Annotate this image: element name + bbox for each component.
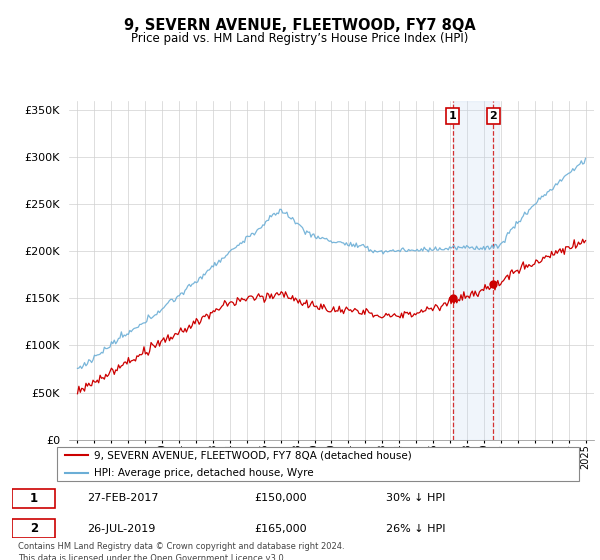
Text: Price paid vs. HM Land Registry’s House Price Index (HPI): Price paid vs. HM Land Registry’s House … [131, 32, 469, 45]
Text: 26-JUL-2019: 26-JUL-2019 [87, 524, 155, 534]
Text: 9, SEVERN AVENUE, FLEETWOOD, FY7 8QA (detached house): 9, SEVERN AVENUE, FLEETWOOD, FY7 8QA (de… [94, 450, 412, 460]
FancyBboxPatch shape [12, 489, 55, 508]
Text: 2: 2 [490, 111, 497, 121]
Text: Contains HM Land Registry data © Crown copyright and database right 2024.
This d: Contains HM Land Registry data © Crown c… [18, 542, 344, 560]
Text: 9, SEVERN AVENUE, FLEETWOOD, FY7 8QA: 9, SEVERN AVENUE, FLEETWOOD, FY7 8QA [124, 18, 476, 33]
Text: £165,000: £165,000 [254, 524, 307, 534]
Bar [452, 101, 499, 440]
Text: 1: 1 [30, 492, 38, 505]
Text: 2: 2 [30, 522, 38, 535]
Text: £150,000: £150,000 [254, 493, 307, 503]
Text: 1: 1 [449, 111, 457, 121]
FancyBboxPatch shape [56, 446, 580, 481]
FancyBboxPatch shape [12, 519, 55, 538]
Text: 27-FEB-2017: 27-FEB-2017 [87, 493, 158, 503]
Text: 30% ↓ HPI: 30% ↓ HPI [386, 493, 446, 503]
Text: HPI: Average price, detached house, Wyre: HPI: Average price, detached house, Wyre [94, 468, 313, 478]
Text: 26% ↓ HPI: 26% ↓ HPI [386, 524, 446, 534]
